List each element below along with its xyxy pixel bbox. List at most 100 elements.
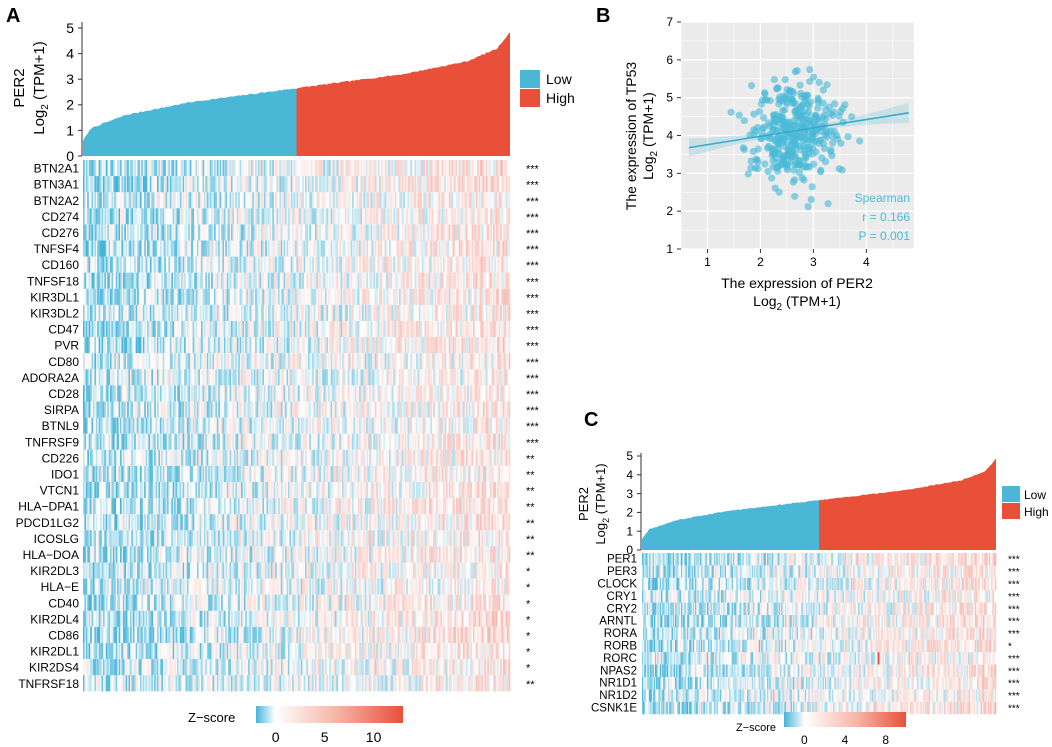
a-heat-cell [108,288,111,305]
a-heat-cell [458,417,461,434]
a-heat-cell [100,498,102,515]
a-heat-cell [366,160,368,177]
a-heat-cell [124,465,126,482]
a-heat-cell [272,321,275,338]
a-heat-cell [226,465,229,482]
a-heat-cell [369,353,371,370]
a-heat-cell [508,353,511,370]
a-heat-cell [184,192,186,209]
a-heat-cell [374,321,377,338]
a-heat-cell [317,192,320,209]
a-heat-cell [138,160,141,177]
a-heat-cell [319,224,321,241]
a-heat-cell [377,385,380,402]
a-heat-cell [455,433,458,450]
a-heat-cell [370,353,373,370]
a-heat-cell [346,433,349,450]
a-heat-cell [455,288,458,305]
a-heat-cell [437,417,440,434]
a-heat-cell [118,353,121,370]
a-heat-cell [407,449,410,466]
a-heat-cell [112,385,115,402]
a-heat-cell [258,482,260,499]
a-heat-cell [464,433,467,450]
a-heat-cell [330,192,333,209]
a-heat-cell [500,449,502,466]
a-heat-cell [83,304,85,321]
a-heat-cell [135,304,138,321]
a-heat-cell [400,272,403,289]
a-heat-cell [209,304,212,321]
a-heat-cell [128,288,131,305]
a-heat-cell [478,272,481,289]
a-heat-cell [444,240,447,257]
a-heat-cell [299,498,302,515]
a-heat-cell [371,353,374,370]
a-heat-cell [282,385,284,402]
a-heat-cell [508,272,511,289]
a-heat-cell [114,240,117,257]
a-heat-cell [98,192,101,209]
a-heat-cell [434,385,437,402]
a-heat-cell [286,288,289,305]
a-heat-cell [317,417,320,434]
a-heat-cell [337,160,340,177]
a-heat-cell [91,192,94,209]
a-heat-cell [205,433,208,450]
a-heat-cell [414,385,417,402]
a-heat-cell [398,337,401,354]
a-heat-cell [104,176,107,193]
legend-a-high-swatch [520,89,540,107]
a-heat-cell [434,288,437,305]
a-heat-cell [209,482,212,499]
a-heat-cell [203,337,206,354]
a-heat-cell [290,272,293,289]
a-heat-cell [117,192,119,209]
a-heat-cell [158,417,161,434]
a-heat-cell [282,288,284,305]
a-heat-cell [398,321,401,338]
a-heat-cell [198,482,201,499]
a-heat-cell [494,192,497,209]
a-heat-cell [260,304,263,321]
a-heat-cell [383,353,386,370]
a-heat-cell [315,288,317,305]
a-heat-cell [354,449,357,466]
a-heat-cell [410,240,413,257]
a-heat-cell [105,401,108,418]
a-heat-cell [451,369,454,386]
a-heat-cell [467,465,470,482]
a-heat-cell [283,256,286,273]
a-heat-cell [373,482,376,499]
a-heat-cell [141,224,144,241]
a-heat-cell [206,208,209,225]
a-heat-cell [488,417,491,434]
a-heat-cell [91,369,94,386]
a-heat-cell [97,256,99,273]
a-heat-cell [259,498,262,515]
a-heat-cell [262,465,265,482]
a-heat-cell [461,160,464,177]
a-heat-cell [273,482,276,499]
a-heat-cell [159,498,162,515]
a-heat-cell [256,288,259,305]
a-heat-cell [124,176,126,193]
a-heat-cell [369,337,371,354]
a-heat-cell [437,401,440,418]
a-heat-cell [414,224,417,241]
a-heat-cell [107,208,109,225]
a-heat-cell [474,224,477,241]
a-heat-cell [401,240,404,257]
a-heat-cell [460,288,462,305]
a-heat-cell [310,192,313,209]
a-heat-cell [287,353,290,370]
a-heat-cell [216,321,219,338]
a-heat-cell [161,337,163,354]
a-heat-cell [225,176,228,193]
a-heat-cell [201,192,203,209]
a-heat-cell [504,353,507,370]
a-heat-cell [252,417,255,434]
a-heat-cell [250,256,253,273]
a-heat-cell [448,272,451,289]
a-heat-cell [233,385,236,402]
